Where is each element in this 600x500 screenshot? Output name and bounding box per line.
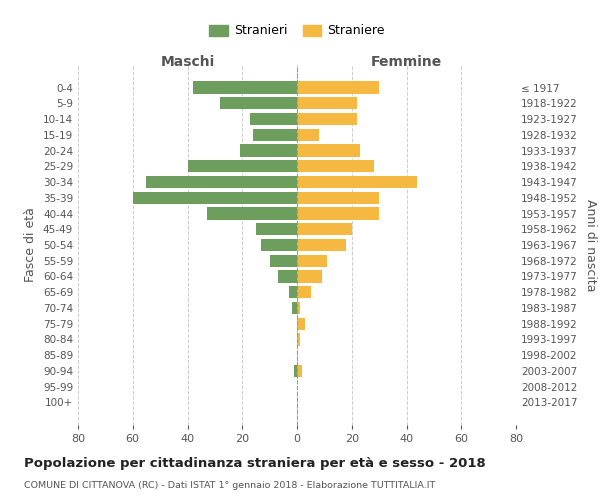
Bar [294, 365, 297, 377]
Bar [146, 176, 297, 188]
Bar [220, 97, 297, 110]
Bar [289, 286, 297, 298]
Legend: Stranieri, Straniere: Stranieri, Straniere [209, 24, 385, 38]
Bar [297, 128, 319, 141]
Bar [297, 254, 327, 267]
Bar [262, 239, 297, 251]
Bar [297, 82, 379, 94]
Bar [193, 82, 297, 94]
Bar [253, 128, 297, 141]
Y-axis label: Fasce di età: Fasce di età [25, 208, 37, 282]
Bar [297, 239, 346, 251]
Bar [297, 318, 305, 330]
Text: Maschi: Maschi [160, 54, 215, 68]
Bar [297, 302, 300, 314]
Bar [297, 334, 300, 345]
Bar [297, 270, 322, 282]
Bar [297, 365, 302, 377]
Bar [239, 144, 297, 156]
Bar [297, 160, 374, 172]
Bar [297, 176, 418, 188]
Bar [297, 97, 357, 110]
Text: Popolazione per cittadinanza straniera per età e sesso - 2018: Popolazione per cittadinanza straniera p… [24, 458, 486, 470]
Bar [297, 223, 352, 235]
Bar [187, 160, 297, 172]
Bar [297, 113, 357, 125]
Text: COMUNE DI CITTANOVA (RC) - Dati ISTAT 1° gennaio 2018 - Elaborazione TUTTITALIA.: COMUNE DI CITTANOVA (RC) - Dati ISTAT 1°… [24, 481, 435, 490]
Bar [269, 254, 297, 267]
Bar [133, 192, 297, 204]
Bar [206, 208, 297, 220]
Y-axis label: Anni di nascita: Anni di nascita [584, 198, 597, 291]
Bar [250, 113, 297, 125]
Text: Femmine: Femmine [371, 54, 442, 68]
Bar [256, 223, 297, 235]
Bar [297, 208, 379, 220]
Bar [278, 270, 297, 282]
Bar [297, 286, 311, 298]
Bar [297, 144, 360, 156]
Bar [292, 302, 297, 314]
Bar [297, 192, 379, 204]
